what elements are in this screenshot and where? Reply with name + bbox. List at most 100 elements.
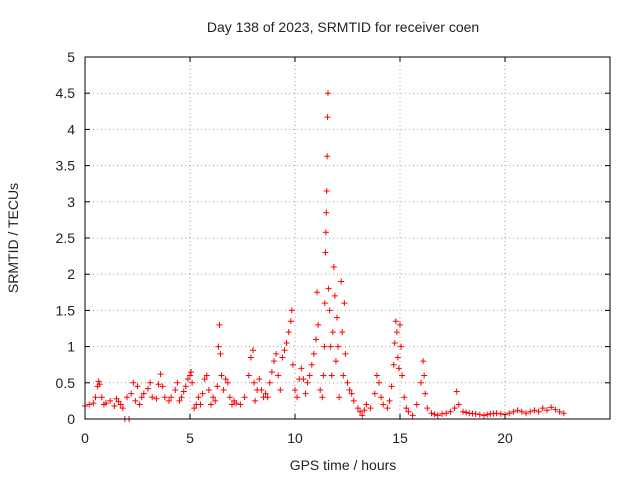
data-point [300,376,307,383]
data-point [215,343,222,350]
data-point [191,405,198,412]
data-point [182,383,189,390]
data-point [373,372,380,379]
data-point [355,405,361,412]
x-tick-label: 15 [392,430,408,446]
data-point [401,394,408,401]
data-point [222,376,229,383]
data-point [273,350,280,357]
data-point [325,285,332,292]
data-point [264,394,271,401]
data-point [455,401,462,408]
data-point [132,397,139,404]
data-point [548,404,555,411]
data-point [136,401,143,408]
data-point [166,397,172,404]
data-point [413,401,420,408]
data-point [258,387,265,394]
data-point [510,408,517,415]
data-point-fill [497,410,504,417]
data-point [329,329,336,336]
data-point [323,187,330,194]
data-point [386,397,393,404]
data-point [535,408,542,415]
data-point [262,390,269,397]
data-point [247,354,254,361]
data-point [544,407,550,414]
data-point [275,372,282,379]
data-point [277,387,284,394]
data-point [527,408,534,415]
data-point [111,402,118,409]
data-point [481,412,487,419]
data-point [237,401,244,408]
data-point [324,153,331,160]
data-point [339,329,346,336]
data-point [245,372,252,379]
data-point [388,383,395,390]
data-point-fill [484,411,491,418]
data-point [332,358,339,365]
data-point [330,263,337,270]
data-point [285,329,292,336]
data-point [210,394,217,401]
data-point [320,372,327,379]
data-point [560,410,567,417]
data-point [172,387,179,394]
x-axis-label: GPS time / hours [290,457,397,473]
data-point [340,372,347,379]
data-point [279,354,286,361]
data-point [321,300,328,307]
data-point [531,407,538,414]
y-tick-label: 1.5 [56,302,76,318]
plot-frame [84,56,611,420]
data-point [428,410,435,417]
data-point [155,381,162,388]
data-point [117,401,124,408]
data-point [266,379,273,386]
data-point [334,314,340,321]
data-point [376,379,382,386]
data-point [252,397,259,404]
data-point [224,379,231,386]
data-point [138,394,145,401]
data-point [405,408,412,415]
data-point [363,401,370,408]
data-point [92,394,99,401]
y-tick-label: 4 [67,121,75,137]
data-point [256,376,263,383]
data-point [294,394,301,401]
data-point [397,321,403,328]
data-point [439,410,445,417]
data-point [218,372,225,379]
data-point [424,405,431,412]
data-point [283,339,290,346]
data-point [304,379,311,386]
y-tick-label: 2.5 [56,230,76,246]
data-point [124,394,130,401]
data-point [359,412,366,419]
data-point [443,410,450,417]
y-tick-label: 3 [67,194,75,210]
data-point [556,408,563,415]
data-point [314,289,321,296]
data-point [493,410,500,417]
y-tick-label: 4.5 [56,85,76,101]
data-point [233,400,240,407]
x-tick-label: 20 [497,430,513,446]
x-tick-label: 0 [81,430,89,446]
data-point [472,410,479,417]
data-point [208,401,214,408]
data-point [322,249,329,256]
data-point [241,394,248,401]
data-point [187,372,193,379]
data-point [390,361,397,368]
data-point [447,408,454,415]
data-point [409,412,416,419]
data-point [153,395,160,402]
data-point [149,394,156,401]
data-point [157,371,164,378]
data-point [313,336,319,343]
data-point [119,405,126,412]
data-point [147,379,154,386]
